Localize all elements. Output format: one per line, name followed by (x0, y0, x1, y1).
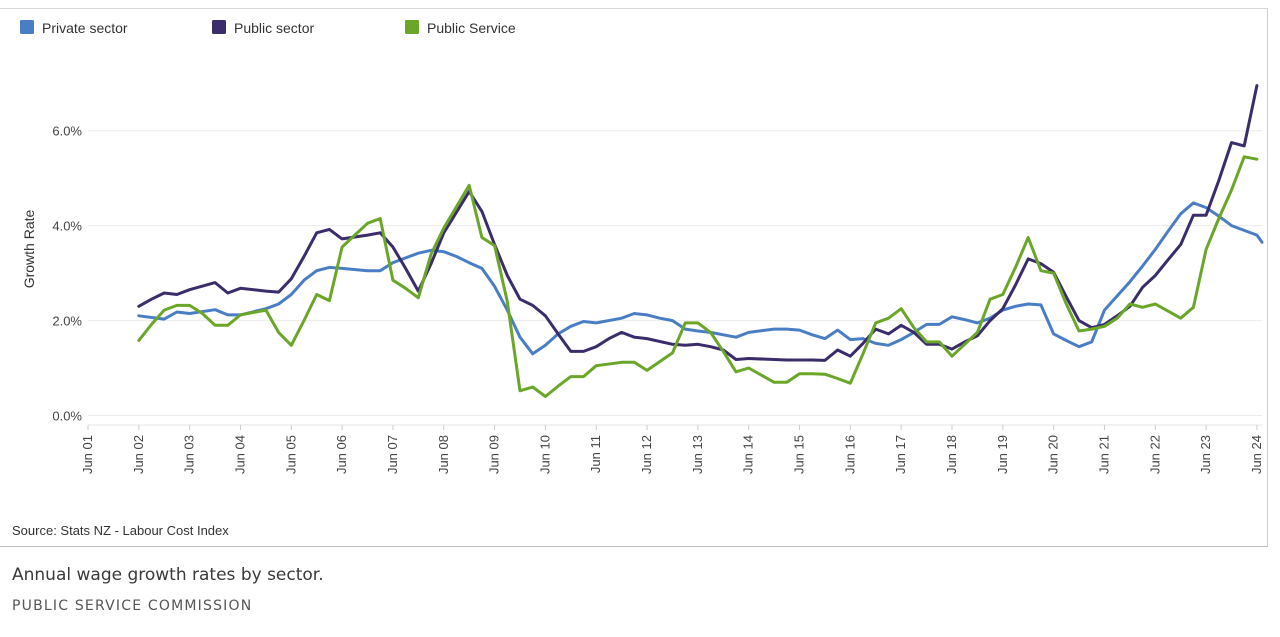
y-axis-title: Growth Rate (21, 209, 37, 288)
x-tick-label: Jun 09 (487, 435, 502, 474)
legend-swatch (405, 20, 419, 34)
x-tick-label: Jun 13 (690, 435, 705, 474)
series-line-private-sector (137, 201, 1264, 356)
y-tick-label: 4.0% (52, 219, 82, 234)
chart-frame: 0.0% 2.0% 4.0% 6.0% Jun 01 Jun 02 Jun 03 Jun 0… (0, 8, 1268, 547)
x-tick-label: Jun 05 (283, 435, 298, 474)
y-axis-ticks: 0.0% 2.0% 4.0% 6.0% (52, 124, 82, 424)
legend-label: Private sector (42, 20, 128, 36)
x-tick-label: Jun 16 (842, 435, 857, 474)
x-tick-label: Jun 04 (232, 435, 247, 474)
x-tick-label: Jun 01 (80, 435, 95, 474)
grid-lines (88, 130, 1262, 417)
y-tick-label: 6.0% (52, 124, 82, 139)
x-tick-label: Jun 12 (639, 435, 654, 474)
y-tick-label: 0.0% (52, 409, 82, 424)
figure-credit: PUBLIC SERVICE COMMISSION (12, 598, 253, 614)
series-line-public-sector (137, 84, 1259, 362)
x-tick-label: Jun 11 (588, 435, 603, 473)
x-tick-label: Jun 07 (385, 435, 400, 474)
y-tick-label: 2.0% (52, 314, 82, 329)
x-tick-label: Jun 08 (436, 435, 451, 474)
x-tick-label: Jun 22 (1147, 435, 1162, 474)
x-tick-label: Jun 18 (944, 435, 959, 474)
x-tick-label: Jun 06 (334, 435, 349, 474)
series-lines (137, 84, 1264, 398)
x-tick-label: Jun 21 (1096, 435, 1111, 474)
legend-swatch (20, 20, 34, 34)
x-tick-label: Jun 17 (893, 435, 908, 474)
x-tick-label: Jun 03 (182, 435, 197, 474)
legend-label: Public sector (234, 20, 314, 36)
source-note: Source: Stats NZ - Labour Cost Index (12, 523, 229, 538)
x-axis-ticks: Jun 01 Jun 02 Jun 03 Jun 04 Jun 05 Jun 06 Jun … (80, 424, 1264, 474)
x-tick-label: Jun 14 (741, 435, 756, 474)
x-tick-label: Jun 19 (995, 435, 1010, 474)
legend-swatch (212, 20, 226, 34)
line-chart: 0.0%2.0%4.0%6.0% Jun 01 Jun 02 Jun 03 Jun 0… (20, 20, 1264, 474)
x-tick-label: Jun 23 (1198, 435, 1213, 474)
legend: Private sector Public sector Public Servic… (20, 20, 516, 36)
x-tick-label: Jun 20 (1046, 435, 1061, 474)
x-tick-label: Jun 02 (131, 435, 146, 474)
x-tick-label: Jun 10 (537, 435, 552, 474)
figure-caption: Annual wage growth rates by sector. (12, 565, 324, 585)
x-tick-label: Jun 24 (1249, 435, 1264, 474)
legend-label: Public Service (427, 20, 516, 36)
series-line-public-service (137, 155, 1259, 398)
x-tick-label: Jun 15 (792, 435, 807, 474)
